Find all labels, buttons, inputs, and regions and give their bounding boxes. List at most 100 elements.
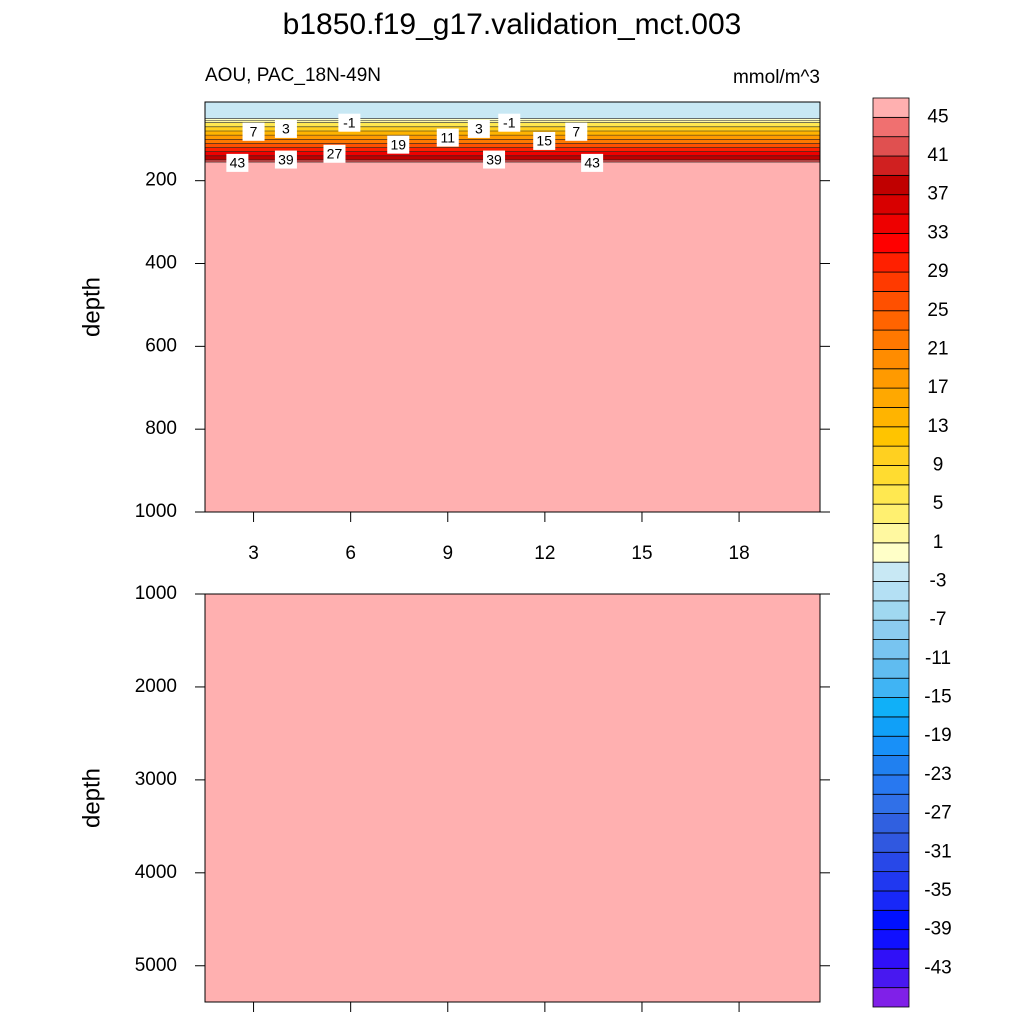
colorbar-box	[872, 658, 910, 679]
x-tick-label: 18	[729, 543, 750, 564]
contour-label-box	[498, 113, 521, 132]
colorbar-box	[872, 116, 910, 138]
plot-frame	[204, 101, 821, 513]
contour-band	[205, 135, 820, 140]
colorbar-box	[872, 368, 910, 389]
colorbar-label: -7	[930, 609, 947, 630]
colorbar-box	[872, 232, 910, 254]
colorbar-box	[872, 271, 910, 292]
colorbar-box	[872, 755, 910, 776]
colorbar-box	[872, 484, 910, 505]
contour-label: 15	[536, 133, 552, 149]
colorbar-box	[872, 677, 910, 698]
colorbar-box	[872, 503, 910, 524]
contour-label: 39	[486, 151, 502, 167]
y-tick-label: 400	[145, 253, 177, 274]
colorbar-box	[872, 97, 910, 118]
contour-label-box	[226, 153, 249, 172]
title: b1850.f19_g17.validation_mct.003	[283, 8, 742, 41]
y-tick-label: 600	[145, 335, 177, 356]
colorbar-label: 5	[933, 493, 944, 514]
contour-band	[205, 130, 820, 136]
plot-area	[205, 594, 820, 1002]
colorbar-box	[872, 851, 910, 873]
contour-label: 11	[440, 129, 455, 145]
colorbar-box	[872, 213, 910, 234]
colorbar-box	[872, 697, 910, 718]
colorbar-box	[872, 909, 910, 931]
contour-band	[205, 155, 820, 161]
contour-label: 19	[390, 136, 406, 152]
x-tick-label: 3	[248, 543, 259, 564]
y-tick-label: 3000	[135, 769, 177, 790]
colorbar-box	[872, 813, 910, 834]
contour-label-box	[274, 150, 297, 169]
colorbar-label: -31	[924, 841, 951, 862]
colorbar-box	[872, 465, 910, 486]
y-tick-label: 2000	[135, 676, 177, 697]
contour-label: 39	[278, 151, 294, 167]
contour-label-box	[533, 131, 556, 150]
contour-label-box	[436, 128, 459, 147]
y-tick-label: 200	[145, 170, 177, 191]
colorbar-label: 17	[927, 377, 948, 398]
x-tick-label: 12	[534, 543, 555, 564]
contour-band	[205, 594, 820, 1002]
colorbar-box	[872, 832, 910, 853]
colorbar-box	[872, 349, 910, 370]
contour-band	[205, 143, 820, 149]
x-tick-label: 6	[345, 543, 356, 564]
y-axis-label: depth	[78, 277, 105, 337]
colorbar-box	[872, 871, 910, 892]
colorbar-label: 33	[927, 222, 948, 243]
colorbar-box	[872, 542, 910, 563]
contour-label: 3	[282, 121, 290, 137]
y-tick-label: 1000	[135, 583, 177, 604]
colorbar-label: -19	[924, 725, 951, 746]
y-tick-label: 1000	[135, 501, 177, 522]
colorbar-label: 41	[927, 145, 948, 166]
colorbar-label: 1	[933, 532, 944, 553]
contour-label-box	[581, 153, 604, 172]
contour-label-box	[565, 122, 588, 141]
contour-label: 43	[584, 155, 600, 171]
contour-label-box	[242, 122, 265, 141]
contour-label: -1	[343, 114, 356, 130]
contour-label: 27	[327, 145, 343, 161]
colorbar-box	[872, 387, 910, 408]
colorbar-label: -23	[924, 764, 951, 785]
contour-label-box	[274, 119, 297, 138]
colorbar-label: -27	[924, 803, 951, 824]
contour-band	[205, 162, 820, 512]
colorbar-label: -39	[924, 919, 951, 940]
colorbar-box	[872, 967, 910, 989]
subtitle-right: mmol/m^3	[733, 67, 820, 88]
colorbar-label: -3	[930, 571, 947, 592]
y-tick-label: 5000	[135, 955, 177, 976]
colorbar-box	[872, 600, 910, 621]
contour-label-box	[323, 144, 346, 163]
plot-frame	[204, 593, 821, 1003]
subtitle-left: AOU, PAC_18N-49N	[205, 65, 381, 86]
colorbar-box	[872, 310, 910, 331]
colorbar-box	[872, 929, 910, 950]
contour-label-box	[387, 135, 410, 154]
contour-band	[205, 147, 820, 153]
x-tick-label: 15	[631, 543, 652, 564]
colorbar-box	[872, 581, 910, 602]
colorbar-label: -35	[924, 880, 951, 901]
colorbar-label: -43	[924, 957, 951, 978]
colorbar-label: 13	[927, 416, 948, 437]
contour-label: -1	[503, 114, 516, 130]
contour-band	[205, 151, 820, 157]
colorbar-label: -11	[925, 648, 951, 669]
colorbar-label: 37	[927, 184, 948, 205]
contour-label: 7	[572, 124, 580, 140]
colorbar-box	[872, 639, 910, 660]
x-tick-label: 9	[442, 543, 453, 564]
colorbar-box	[872, 194, 910, 215]
colorbar-label: 45	[927, 106, 948, 127]
colorbar-box	[872, 523, 910, 544]
